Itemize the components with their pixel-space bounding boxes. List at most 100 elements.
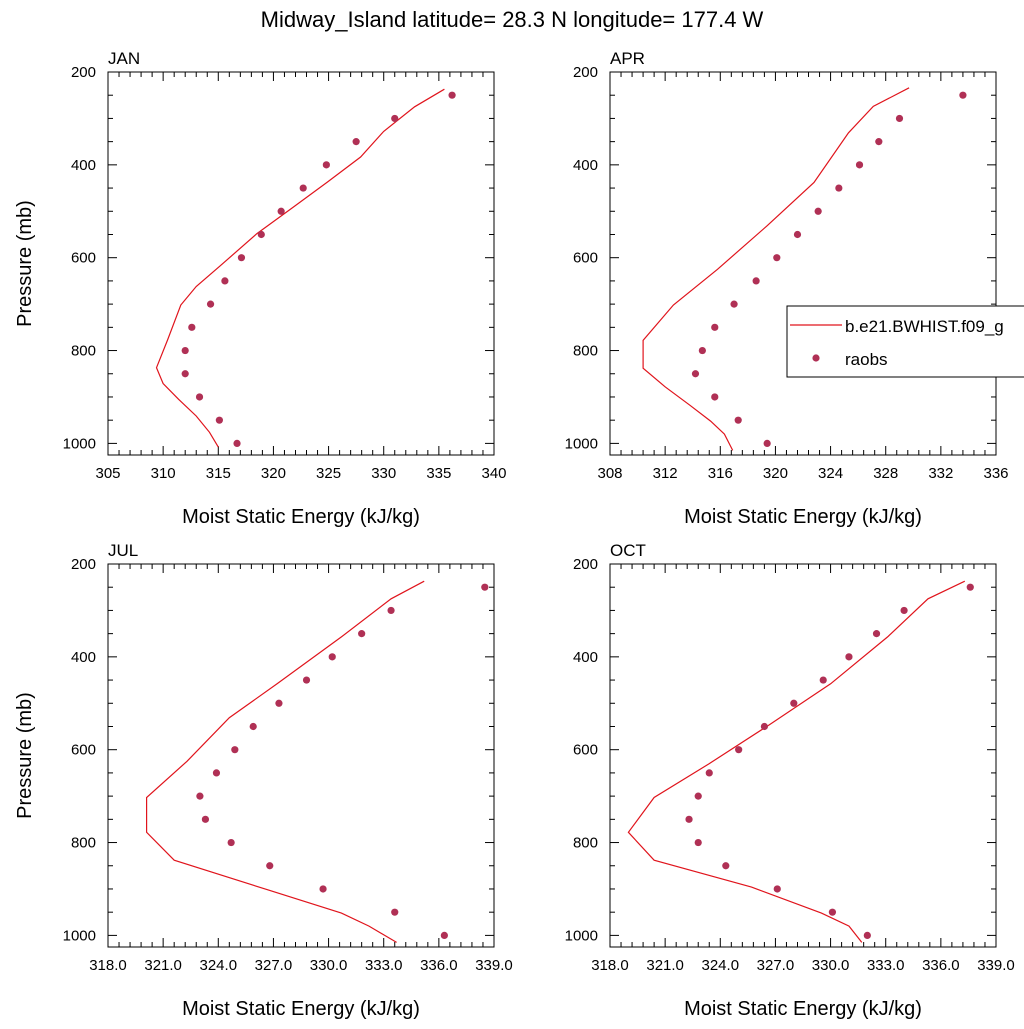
raobs-point [959,91,967,99]
x-axis-label: Moist Static Energy (kJ/kg) [182,998,420,1020]
y-tick-label: 1000 [63,435,96,452]
y-tick-label: 600 [573,250,598,267]
raobs-point [711,393,719,401]
raobs-point [819,676,827,684]
plot-frame [107,71,495,456]
raobs-point [275,699,283,707]
raobs-point [793,230,802,239]
raobs-point [215,416,223,424]
x-tick-label: 318.0 [591,957,629,974]
plot-frame [609,563,997,948]
raobs-point [181,370,189,378]
x-tick-label: 339.0 [475,957,513,974]
legend: b.e21.BWHIST.f09_g raobs [786,305,1024,378]
x-tick-label: 336 [983,465,1008,482]
x-tick-label: 321.0 [144,957,182,974]
raobs-point [481,583,489,591]
panel-label: JAN [108,49,140,68]
raobs-point [391,908,399,916]
raobs-point [257,230,265,239]
raobs-point [814,207,822,215]
model-line [627,580,966,943]
y-axis-label: Pressure (mb) [14,200,36,327]
model-line [155,88,445,448]
raobs-point [195,393,204,401]
panel-label: OCT [610,541,646,560]
x-tick-label: 330 [371,465,396,482]
legend-obs-marker [812,354,820,362]
x-tick-label: 316 [708,465,733,482]
x-tick-label: 312 [653,465,678,482]
raobs-point [221,277,229,285]
panel-label: JUL [108,541,138,560]
x-tick-label: 321.0 [646,957,684,974]
x-tick-label: 310 [151,465,176,482]
x-tick-label: 327.0 [757,957,795,974]
raobs-point [752,277,760,285]
raobs-point [966,583,974,591]
model-line [642,87,910,451]
raobs-point [760,722,769,731]
raobs-point [196,792,204,800]
raobs-point [734,416,742,424]
raobs-point [895,114,904,123]
raobs-point [233,439,241,447]
y-tick-label: 800 [71,343,96,360]
x-tick-label: 330.0 [310,957,348,974]
raobs-point [358,630,366,638]
raobs-point [694,792,702,800]
raobs-point [328,653,336,661]
raobs-point [705,769,713,777]
x-tick-label: 325 [316,465,341,482]
raobs-point [299,184,307,192]
legend-model-label: b.e21.BWHIST.f09_g [845,317,1004,336]
raobs-point [212,769,221,777]
plot-frame [609,71,997,456]
raobs-point [845,653,853,661]
raobs-point [302,676,311,684]
raobs-point [855,161,864,169]
y-tick-label: 400 [573,649,598,666]
raobs-point [828,908,837,916]
raobs-point [691,370,700,378]
raobs-point [735,746,743,754]
x-axis-label: Moist Static Energy (kJ/kg) [182,506,420,528]
panel-jan: 305 310 315 320 325 330 335 340 200 400 600 800 1000… [14,49,507,528]
raobs-point [237,254,246,262]
figure-title: Midway_Island latitude= 28.3 N longitude… [261,7,764,32]
x-tick-label: 333.0 [867,957,905,974]
y-tick-label: 200 [71,556,96,573]
x-tick-label: 305 [95,465,120,482]
x-tick-label: 315 [206,465,231,482]
raobs-point [685,815,693,823]
raobs-point [188,323,196,331]
y-tick-label: 200 [573,556,598,573]
raobs-point [773,254,781,262]
x-tick-label: 336.0 [922,957,960,974]
x-tick-label: 333.0 [365,957,403,974]
y-tick-label: 800 [573,835,598,852]
panel-jul: 318.0 321.0 324.0 327.0 330.0 333.0 336.0 339.0… [14,541,513,1020]
raobs-point [730,300,738,308]
y-tick-label: 200 [573,64,598,81]
x-tick-label: 320 [763,465,788,482]
x-tick-label: 335 [426,465,451,482]
y-tick-label: 600 [71,250,96,267]
x-axis-label: Moist Static Energy (kJ/kg) [684,998,922,1020]
legend-box [786,305,1024,378]
raobs-point [266,862,274,870]
raobs-point [875,138,883,146]
y-tick-label: 400 [71,157,96,174]
raobs-point [322,161,330,169]
raobs-point [722,862,730,870]
raobs-point [900,606,908,615]
raobs-point [387,606,395,615]
x-tick-label: 340 [481,465,506,482]
x-tick-label: 336.0 [420,957,458,974]
panel-oct: 318.0 321.0 324.0 327.0 330.0 333.0 336.0 339.0… [565,541,1015,1020]
x-tick-label: 308 [597,465,622,482]
x-tick-label: 328 [873,465,898,482]
y-tick-label: 1000 [565,927,598,944]
x-tick-label: 318.0 [89,957,127,974]
plot-frame [107,563,495,948]
